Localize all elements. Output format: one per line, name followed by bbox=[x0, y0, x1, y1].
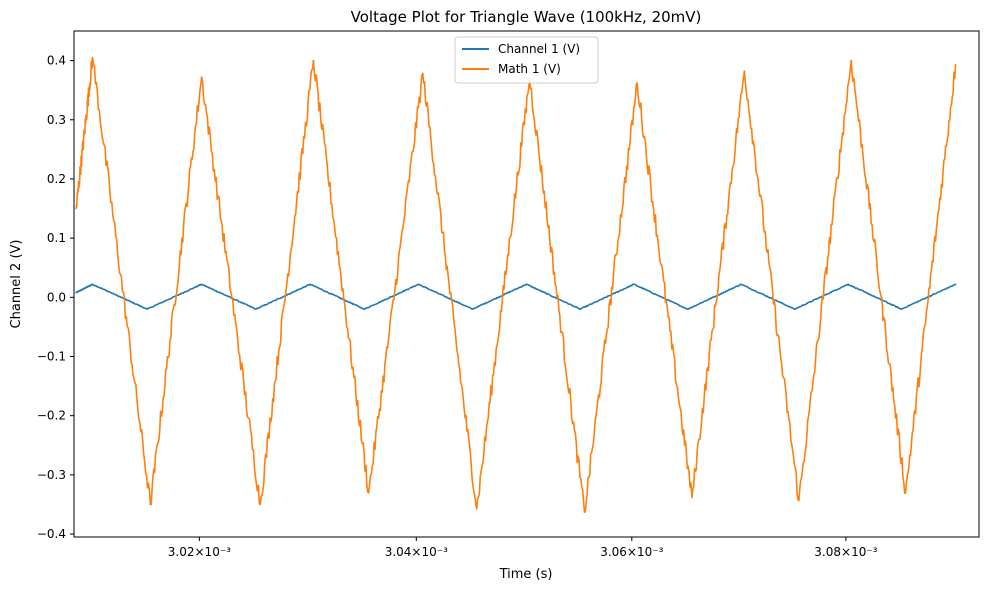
series-line-1 bbox=[75, 283, 956, 310]
data-point-series-2-0 bbox=[75, 207, 77, 210]
x-tick-label: 3.04×10⁻³ bbox=[385, 545, 448, 559]
data-point-series-1-3 bbox=[200, 283, 203, 286]
data-point-series-1-1 bbox=[91, 283, 94, 286]
y-tick-label: −0.4 bbox=[37, 527, 66, 541]
data-point-series-1-15 bbox=[847, 283, 849, 286]
data-point-series-2-14 bbox=[798, 499, 800, 502]
legend-label-2: Math 1 (V) bbox=[498, 62, 561, 76]
data-point-series-1-6 bbox=[363, 308, 366, 310]
data-point-series-2-12 bbox=[691, 496, 693, 499]
data-point-series-1-0 bbox=[75, 291, 77, 294]
series-line-2 bbox=[75, 56, 957, 513]
data-point-series-1-7 bbox=[417, 283, 420, 286]
y-tick-label: 0.1 bbox=[47, 231, 66, 245]
y-tick-label: 0.3 bbox=[47, 113, 66, 127]
data-point-series-1-2 bbox=[146, 308, 148, 310]
y-tick-label: −0.2 bbox=[37, 409, 66, 423]
y-tick-label: −0.1 bbox=[37, 349, 66, 363]
series-layer bbox=[75, 56, 957, 513]
data-point-series-2-6 bbox=[367, 491, 370, 494]
y-tick-label: −0.3 bbox=[37, 468, 66, 482]
data-point-series-2-5 bbox=[312, 59, 315, 62]
legend: Channel 1 (V) Math 1 (V) bbox=[454, 36, 599, 84]
legend-label-1: Channel 1 (V) bbox=[498, 42, 580, 56]
x-tick-label: 3.02×10⁻³ bbox=[168, 545, 231, 559]
x-tick-label: 3.08×10⁻³ bbox=[814, 545, 877, 559]
data-point-series-1-13 bbox=[740, 283, 742, 286]
chart-title: Voltage Plot for Triangle Wave (100kHz, … bbox=[351, 8, 702, 26]
data-point-series-2-4 bbox=[259, 503, 262, 506]
y-tick-label: 0.4 bbox=[47, 54, 66, 68]
data-point-series-2-15 bbox=[850, 59, 853, 62]
data-point-series-2-11 bbox=[636, 82, 638, 84]
plot-frame bbox=[73, 30, 980, 538]
data-point-series-1-9 bbox=[525, 283, 528, 286]
axes bbox=[73, 30, 980, 538]
data-point-series-1-12 bbox=[686, 308, 689, 310]
x-tick-label: 3.06×10⁻³ bbox=[600, 545, 663, 559]
y-tick-label: 0.2 bbox=[47, 172, 66, 186]
y-axis-label: Channel 2 (V) bbox=[9, 240, 24, 329]
data-point-series-1-5 bbox=[309, 283, 311, 286]
data-point-series-2-17 bbox=[954, 63, 957, 66]
legend-box bbox=[454, 36, 599, 84]
data-point-series-2-1 bbox=[91, 56, 94, 59]
data-point-series-2-8 bbox=[475, 507, 478, 510]
data-point-series-2-3 bbox=[200, 76, 203, 78]
ticks: 0.4 0.3 0.2 0.1 0.0 −0.1 −0.2 −0.3 −0.4 3.02×10⁻³… bbox=[37, 54, 878, 559]
data-point-series-1-10 bbox=[579, 308, 582, 310]
data-point-series-1-16 bbox=[900, 308, 903, 310]
data-point-series-1-11 bbox=[633, 283, 635, 286]
data-point-series-1-4 bbox=[255, 308, 257, 310]
y-tick-label: 0.0 bbox=[47, 290, 66, 304]
data-point-series-1-14 bbox=[793, 308, 796, 310]
x-axis-label: Time (s) bbox=[499, 567, 553, 582]
data-point-series-1-8 bbox=[471, 308, 474, 310]
data-point-series-2-16 bbox=[904, 491, 907, 494]
data-point-series-2-2 bbox=[149, 503, 152, 506]
data-point-series-1-17 bbox=[954, 283, 957, 286]
data-point-series-2-10 bbox=[583, 511, 586, 513]
data-point-series-2-13 bbox=[743, 70, 746, 73]
data-point-series-2-7 bbox=[421, 72, 424, 75]
